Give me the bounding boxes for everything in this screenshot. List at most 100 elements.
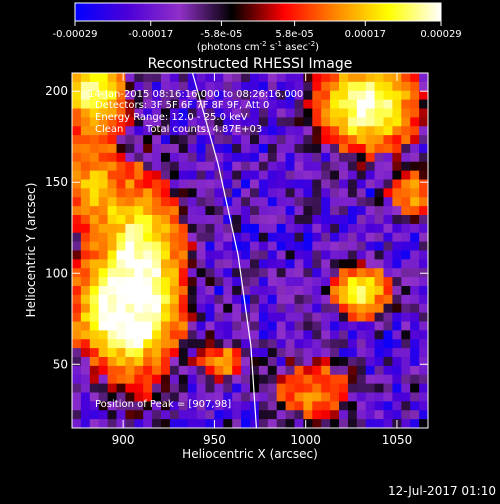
heatmap-cell bbox=[312, 286, 322, 296]
colorbar-tick-label: 5.8e-05 bbox=[275, 29, 313, 40]
heatmap-cell bbox=[161, 401, 171, 411]
heatmap-cell bbox=[356, 348, 367, 358]
heatmap-cell bbox=[169, 348, 180, 358]
heatmap-cell bbox=[178, 330, 189, 340]
heatmap-cell bbox=[80, 179, 91, 189]
heatmap-cell bbox=[365, 73, 375, 83]
heatmap-cell bbox=[374, 374, 384, 385]
heatmap-cell bbox=[392, 206, 402, 216]
heatmap-cell bbox=[98, 348, 108, 358]
heatmap-cell bbox=[258, 312, 269, 322]
heatmap-cell bbox=[330, 99, 340, 109]
heatmap-cell bbox=[178, 126, 189, 136]
heatmap-cell bbox=[80, 144, 91, 154]
heatmap-cell bbox=[383, 206, 393, 216]
heatmap-cell bbox=[330, 321, 340, 331]
heatmap-cell bbox=[339, 286, 349, 296]
heatmap-cell bbox=[347, 188, 358, 198]
heatmap-cell bbox=[250, 365, 260, 376]
heatmap-cell bbox=[205, 188, 215, 198]
heatmap-cell bbox=[196, 294, 206, 305]
heatmap-cell bbox=[80, 365, 91, 376]
heatmap-cell bbox=[392, 126, 402, 136]
heatmap-cell bbox=[383, 108, 393, 118]
heatmap-cell bbox=[383, 188, 393, 198]
heatmap-cell bbox=[285, 419, 295, 428]
heatmap-cell bbox=[250, 339, 260, 349]
heatmap-cell bbox=[374, 99, 384, 109]
heatmap-cell bbox=[161, 135, 171, 145]
heatmap-cell bbox=[419, 108, 428, 118]
heatmap-cell bbox=[89, 73, 100, 83]
heatmap-cell bbox=[347, 294, 358, 305]
heatmap-cell bbox=[276, 152, 286, 163]
heatmap-cell bbox=[250, 188, 260, 198]
heatmap-cell bbox=[356, 135, 367, 145]
heatmap-cell bbox=[134, 365, 144, 376]
heatmap-cell bbox=[125, 357, 135, 367]
heatmap-cell bbox=[187, 419, 197, 428]
heatmap-cell bbox=[365, 348, 375, 358]
heatmap-cell bbox=[143, 383, 153, 393]
heatmap-cell bbox=[312, 188, 322, 198]
heatmap-cell bbox=[330, 135, 340, 145]
heatmap-cell bbox=[347, 277, 358, 287]
heatmap-cell bbox=[205, 410, 215, 420]
heatmap-cell bbox=[303, 383, 313, 393]
heatmap-cell bbox=[205, 152, 215, 163]
heatmap-cell bbox=[98, 401, 108, 411]
heatmap-cell bbox=[223, 410, 233, 420]
heatmap-cell bbox=[365, 330, 375, 340]
heatmap-cell bbox=[214, 401, 224, 411]
heatmap-cell bbox=[178, 339, 189, 349]
heatmap-cell bbox=[72, 188, 82, 198]
heatmap-cell bbox=[107, 135, 117, 145]
heatmap-cell bbox=[419, 81, 428, 92]
heatmap-cell bbox=[339, 232, 349, 243]
heatmap-cell bbox=[339, 365, 349, 376]
heatmap-cell bbox=[267, 303, 278, 314]
heatmap-cell bbox=[116, 339, 126, 349]
heatmap-cell bbox=[347, 259, 358, 269]
heatmap-cell bbox=[205, 259, 215, 269]
heatmap-cell bbox=[72, 73, 82, 83]
heatmap-cell bbox=[232, 197, 242, 207]
heatmap-cell bbox=[187, 144, 197, 154]
heatmap-cell bbox=[419, 73, 428, 83]
heatmap-cell bbox=[401, 410, 411, 420]
heatmap-cell bbox=[321, 152, 331, 163]
heatmap-cell bbox=[258, 401, 269, 411]
heatmap-cell bbox=[152, 232, 162, 243]
heatmap-cell bbox=[267, 410, 278, 420]
heatmap-cell bbox=[223, 73, 233, 83]
heatmap-cell bbox=[419, 144, 428, 154]
heatmap-cell bbox=[196, 197, 206, 207]
heatmap-cell bbox=[107, 152, 117, 163]
heatmap-cell bbox=[401, 117, 411, 127]
heatmap-cell bbox=[125, 73, 135, 83]
heatmap-cell bbox=[196, 73, 206, 83]
heatmap-cell bbox=[214, 259, 224, 269]
heatmap-cell bbox=[169, 303, 180, 314]
heatmap-cell bbox=[98, 383, 108, 393]
heatmap-cell bbox=[161, 294, 171, 305]
heatmap-cell bbox=[134, 135, 144, 145]
heatmap-cell bbox=[152, 73, 162, 83]
heatmap-cell bbox=[330, 383, 340, 393]
heatmap-cell bbox=[178, 419, 189, 428]
heatmap-cell bbox=[214, 250, 224, 260]
heatmap-cell bbox=[223, 357, 233, 367]
heatmap-cell bbox=[241, 126, 251, 136]
x-tick-label: 1000 bbox=[290, 433, 321, 447]
heatmap-cell bbox=[258, 161, 269, 172]
heatmap-cell bbox=[187, 81, 197, 92]
heatmap-cell bbox=[125, 330, 135, 340]
heatmap-cell bbox=[419, 206, 428, 216]
heatmap-cell bbox=[125, 365, 135, 376]
heatmap-cell bbox=[205, 312, 215, 322]
heatmap-cell bbox=[339, 277, 349, 287]
heatmap-cell bbox=[419, 259, 428, 269]
heatmap-cell bbox=[250, 419, 260, 428]
heatmap-cell bbox=[339, 330, 349, 340]
